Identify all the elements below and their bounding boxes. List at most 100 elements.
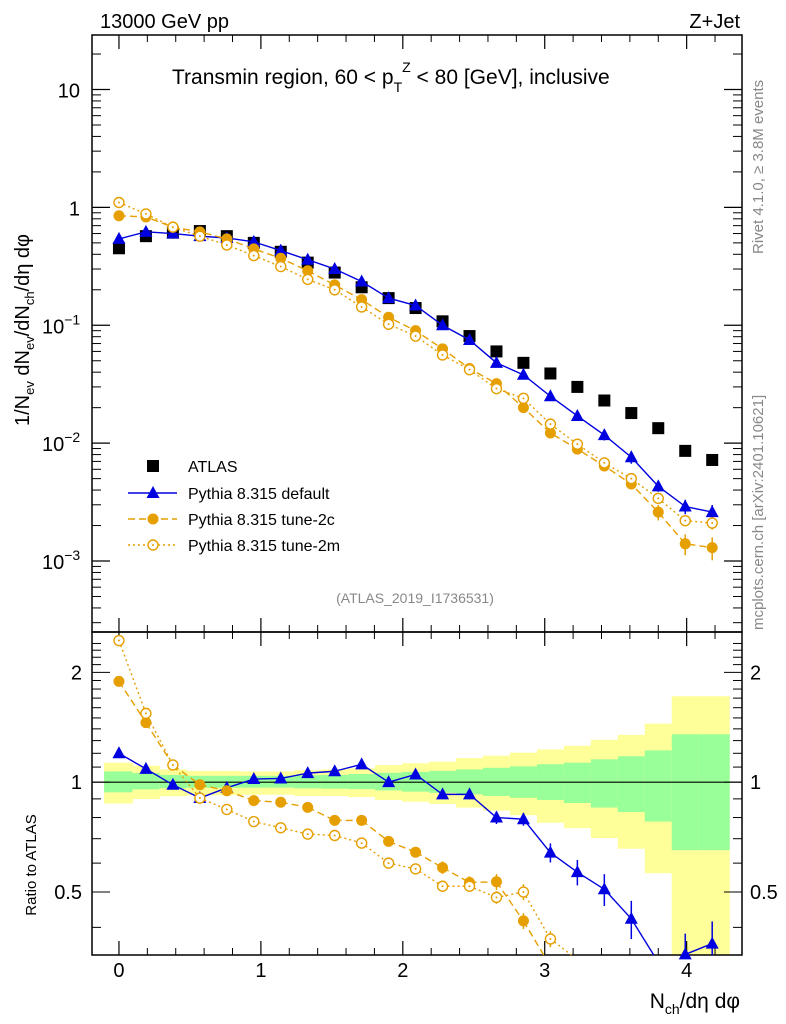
ratio-bands bbox=[104, 696, 730, 955]
ratio-series-segment bbox=[630, 918, 655, 956]
analysis-id: (ATLAS_2019_I1736531) bbox=[336, 590, 494, 606]
ratio-point bbox=[275, 796, 287, 808]
ratio-series-segment bbox=[253, 777, 281, 780]
ratio-point-dot bbox=[252, 820, 255, 823]
data-point bbox=[679, 444, 692, 457]
ratio-series-segment bbox=[307, 770, 335, 774]
y-axis-label: 1/Nev dNev/dNch/dη dφ bbox=[12, 234, 37, 426]
xlabel-sub: ch bbox=[665, 1001, 680, 1017]
data-point bbox=[544, 367, 557, 380]
ratio-point bbox=[166, 777, 180, 790]
ratio-point-dot bbox=[306, 833, 309, 836]
ratio-tick-label-left: 0.5 bbox=[54, 882, 82, 904]
ratio-point-dot bbox=[495, 896, 498, 899]
y-tick-label: 10−1 bbox=[42, 311, 80, 338]
ratio-point bbox=[409, 767, 423, 780]
data-point bbox=[571, 380, 584, 393]
ratio-point-dot bbox=[117, 639, 120, 642]
ylabel-d: /dη dφ bbox=[12, 234, 34, 291]
data-point-dot bbox=[657, 497, 660, 500]
legend-marker bbox=[147, 460, 159, 472]
ratio-point-dot bbox=[144, 712, 147, 715]
side-label-rivet: Rivet 4.1.0, ≥ 3.8M events bbox=[750, 80, 767, 254]
x-tick-label: 3 bbox=[539, 960, 550, 982]
x-tick-label: 4 bbox=[681, 960, 692, 982]
ratio-point-dot bbox=[549, 937, 552, 940]
ratio-point bbox=[543, 845, 557, 858]
ratio-point-dot bbox=[333, 834, 336, 837]
data-point-dot bbox=[711, 522, 714, 525]
ratio-tick-label-right: 0.5 bbox=[750, 882, 778, 904]
ratio-point bbox=[382, 775, 396, 788]
side-label-mcplots: mcplots.cern.ch [arXiv:2401.10621] bbox=[750, 395, 767, 630]
data-point bbox=[706, 542, 718, 554]
data-point bbox=[382, 291, 396, 304]
ratio-point bbox=[678, 947, 692, 960]
legend-item: ATLAS bbox=[147, 459, 238, 476]
ylabel-a: 1/N bbox=[12, 395, 34, 426]
series-pythia-8-315-tune-2m bbox=[113, 196, 718, 530]
data-point bbox=[598, 394, 611, 407]
data-point bbox=[490, 345, 503, 358]
ratio-series-segment bbox=[118, 681, 147, 724]
data-point-dot bbox=[468, 368, 471, 371]
title-sub: T bbox=[394, 79, 403, 95]
ratio-series-pythia-8-315-tune-2m bbox=[113, 634, 572, 956]
data-point-dot bbox=[252, 254, 255, 257]
ratio-y-axis-label: Ratio to ATLAS bbox=[23, 814, 40, 915]
ratio-tick-label-left: 1 bbox=[71, 772, 82, 794]
green-band-bin bbox=[698, 734, 730, 851]
ratio-series-segment bbox=[522, 891, 552, 940]
header-right: Z+Jet bbox=[689, 11, 740, 33]
ratio-point bbox=[221, 785, 233, 797]
ylabel-b-sub: ev bbox=[22, 336, 37, 350]
ratio-point bbox=[274, 771, 288, 784]
ratio-point bbox=[624, 911, 638, 924]
main-series bbox=[112, 196, 719, 561]
ratio-point bbox=[437, 862, 449, 874]
ratio-point bbox=[517, 915, 529, 927]
title-pre: Transmin region, 60 < p bbox=[172, 66, 394, 89]
y-tick-base: 10 bbox=[42, 434, 64, 456]
data-point-dot bbox=[576, 443, 579, 446]
data-point bbox=[679, 538, 691, 550]
y-tick-base: 10 bbox=[42, 316, 64, 338]
legend-marker bbox=[147, 513, 159, 525]
green-band-bin bbox=[563, 762, 592, 803]
data-point bbox=[355, 274, 369, 287]
y-tick-exponent: −2 bbox=[64, 429, 80, 445]
legend-label: Pythia 8.315 tune-2c bbox=[188, 512, 335, 529]
data-point bbox=[274, 243, 288, 256]
ratio-series-segment bbox=[172, 764, 201, 799]
ratio-point bbox=[247, 772, 261, 785]
ratio-series-segment bbox=[495, 881, 525, 922]
ratio-point-dot bbox=[279, 826, 282, 829]
ratio-point bbox=[516, 812, 530, 825]
ratio-point bbox=[490, 876, 502, 888]
ratio-tick-label-right: 2 bbox=[750, 662, 761, 684]
data-point-dot bbox=[117, 201, 120, 204]
legend-marker-dot bbox=[152, 544, 154, 546]
data-point bbox=[652, 506, 664, 518]
ratio-point bbox=[705, 936, 719, 949]
ratio-point bbox=[113, 675, 125, 687]
data-point bbox=[570, 408, 584, 421]
data-point bbox=[516, 367, 530, 380]
y-tick-label: 10−2 bbox=[42, 429, 80, 456]
ratio-point bbox=[302, 801, 314, 813]
ratio-tick-label-left: 2 bbox=[71, 662, 82, 684]
data-point-dot bbox=[171, 226, 174, 229]
ratio-point bbox=[570, 865, 584, 878]
ratio-series-segment bbox=[496, 816, 524, 820]
y-tick-base: 10 bbox=[58, 81, 80, 103]
title-sup: Z bbox=[402, 59, 411, 75]
x-tick-label: 0 bbox=[113, 960, 124, 982]
ratio-point bbox=[139, 761, 153, 774]
series-pythia-8-315-tune-2c bbox=[113, 210, 718, 561]
data-point bbox=[463, 332, 477, 345]
green-band-bin bbox=[644, 750, 673, 822]
data-point-dot bbox=[387, 323, 390, 326]
y-tick-label: 1 bbox=[69, 198, 80, 220]
data-point bbox=[328, 262, 342, 275]
data-point bbox=[625, 407, 638, 420]
